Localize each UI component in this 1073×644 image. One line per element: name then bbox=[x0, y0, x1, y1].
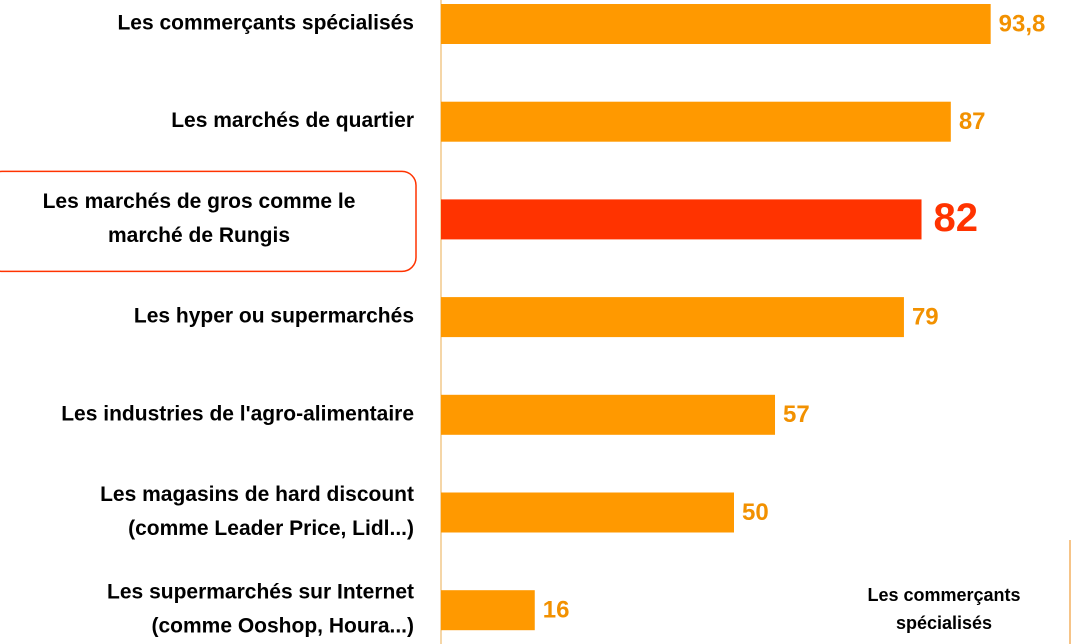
category-label: Les hyper ou supermarchés bbox=[134, 305, 414, 328]
legend-label: Les commerçants bbox=[867, 585, 1020, 605]
bar bbox=[441, 4, 991, 44]
value-label: 82 bbox=[934, 196, 979, 240]
bar bbox=[441, 492, 734, 533]
category-label: Les supermarchés sur Internet bbox=[107, 581, 414, 604]
bar bbox=[441, 199, 922, 240]
category-label: (comme Ooshop, Houra...) bbox=[151, 615, 414, 638]
bar bbox=[441, 590, 535, 631]
category-label: Les industries de l'agro-alimentaire bbox=[61, 402, 414, 425]
highlight-box bbox=[0, 170, 417, 273]
category-label: Les marchés de quartier bbox=[171, 109, 414, 132]
category-label: marché de Rungis bbox=[108, 224, 290, 247]
value-label: 93,8 bbox=[999, 10, 1046, 37]
value-label: 16 bbox=[543, 597, 570, 624]
category-label: Les marchés de gros comme le bbox=[43, 190, 356, 213]
bar bbox=[441, 297, 904, 338]
bar bbox=[441, 101, 951, 142]
value-label: 57 bbox=[783, 401, 810, 428]
legend-label: spécialisés bbox=[896, 613, 992, 633]
bar bbox=[441, 394, 776, 435]
category-label: Les magasins de hard discount bbox=[100, 483, 414, 506]
value-label: 79 bbox=[912, 303, 939, 330]
category-label: (comme Leader Price, Lidl...) bbox=[128, 517, 414, 540]
value-label: 50 bbox=[742, 499, 769, 526]
value-label: 87 bbox=[959, 108, 986, 135]
category-label: Les commerçants spécialisés bbox=[117, 12, 414, 35]
